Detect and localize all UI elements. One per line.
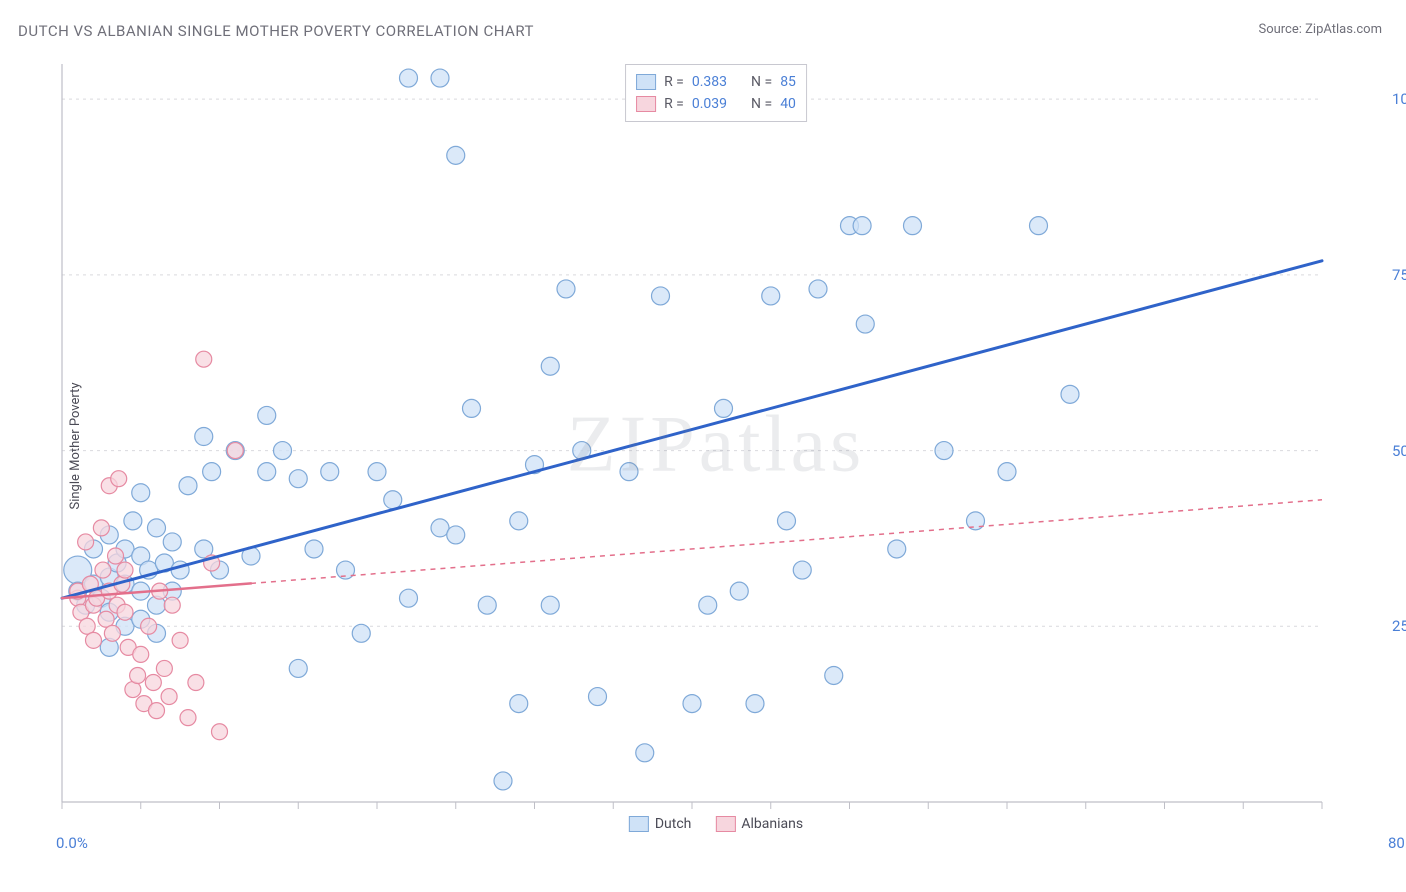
legend-stats-box: R = 0.383 N = 85 R = 0.039 N = 40 [625, 64, 807, 122]
stat-r-value: 0.039 [692, 93, 727, 115]
stat-n-value: 85 [780, 71, 796, 93]
stat-r-label: R = [664, 71, 684, 93]
legend-swatch [629, 816, 649, 832]
y-tick-label: 50.0% [1380, 442, 1406, 460]
stat-r-label: R = [664, 93, 684, 115]
chart-area: ZIPatlas R =0.383N =85R =0.039N =40 Dutc… [56, 60, 1376, 830]
legend-stats-row: R = 0.039 N = 40 [636, 93, 796, 115]
chart-title: DUTCH VS ALBANIAN SINGLE MOTHER POVERTY … [18, 22, 534, 40]
legend-label: Dutch [655, 816, 692, 832]
legend-stats-row: R = 0.383 N = 85 [636, 71, 796, 93]
y-tick-label: 25.0% [1380, 617, 1406, 635]
stat-n-label: N = [751, 93, 772, 115]
y-tick-label: 100.0% [1380, 90, 1406, 108]
legend-swatch [636, 96, 656, 112]
source-label: Source: ZipAtlas.com [1258, 22, 1382, 37]
legend-bottom: Dutch Albanians [629, 816, 803, 832]
legend-label: Albanians [741, 816, 803, 832]
stat-n-label: N = [751, 71, 772, 93]
y-tick-label: 75.0% [1380, 266, 1406, 284]
x-tick-origin: 0.0% [56, 834, 88, 852]
stat-r-value: 0.383 [692, 71, 727, 93]
stat-n-value: 40 [780, 93, 796, 115]
legend-item: Albanians [715, 816, 803, 832]
legend-swatch [636, 74, 656, 90]
x-tick-max: 80.0% [1380, 834, 1406, 852]
scatter-plot [56, 60, 1376, 830]
legend-item: Dutch [629, 816, 692, 832]
legend-swatch [715, 816, 735, 832]
